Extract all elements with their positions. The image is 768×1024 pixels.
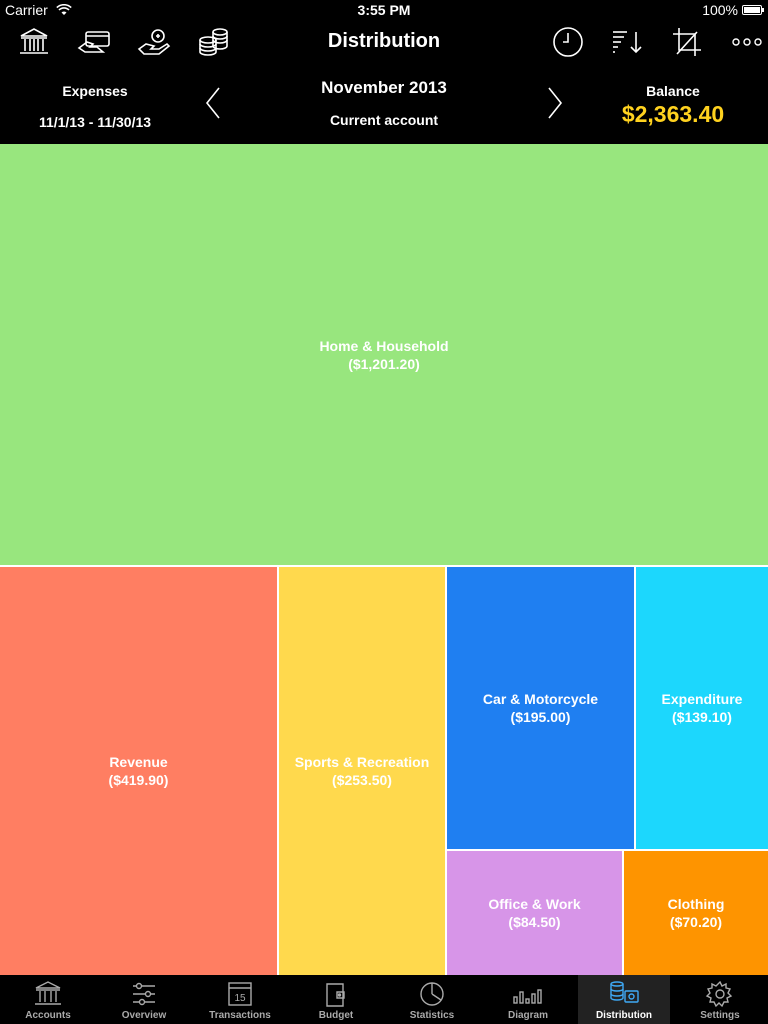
tab-accounts[interactable]: Accounts [0,975,96,1024]
next-period-button[interactable] [545,86,565,120]
chevron-left-icon [205,87,220,119]
tab-bar: Accounts Overview 15 Transactions Budget… [0,975,768,1024]
date-range: 11/1/13 - 11/30/13 [38,114,152,130]
tab-overview[interactable]: Overview [96,975,192,1024]
chevron-right-icon [548,87,563,119]
gear-icon [672,980,768,1008]
wifi-icon [56,3,72,19]
bank-icon[interactable] [17,26,51,58]
page-title: Distribution [327,30,441,52]
account-name[interactable]: Current account [329,112,439,128]
tab-settings[interactable]: Settings [672,975,768,1024]
tab-budget[interactable]: Budget [288,975,384,1024]
category-revenue[interactable]: Revenue ($419.90) [0,567,277,975]
carrier-label: Carrier [5,2,48,18]
previous-period-button[interactable] [203,86,223,120]
bank-icon [0,980,96,1008]
category-sports-recreation[interactable]: Sports & Recreation ($253.50) [279,567,445,975]
toolbar: Distribution [0,20,768,64]
category-office-work[interactable]: Office & Work ($84.50) [447,851,622,975]
pie-icon [384,980,480,1008]
status-bar: Carrier 3:55 PM 100% [0,0,768,20]
expenses-label: Expenses [62,83,128,99]
category-expenditure[interactable]: Expenditure ($139.10) [636,567,768,849]
period-title: November 2013 [321,78,447,97]
status-time: 3:55 PM [357,2,411,18]
wallet-icon [288,980,384,1008]
tab-distribution[interactable]: Distribution [578,975,670,1024]
category-car-motorcycle[interactable]: Car & Motorcycle ($195.00) [447,567,634,849]
balance-value: $2,363.40 [621,101,725,127]
category-home-household[interactable]: Home & Household ($1,201.20) [0,144,768,565]
tab-transactions[interactable]: 15 Transactions [192,975,288,1024]
hand-coin-icon[interactable] [137,26,171,58]
card-icon[interactable] [77,26,111,58]
sort-icon[interactable] [610,26,644,58]
battery-icon [742,5,764,15]
crop-icon[interactable] [670,26,704,58]
bars-icon [480,980,576,1008]
calendar-icon: 15 [192,980,288,1008]
sliders-icon [96,980,192,1008]
distribution-treemap: Home & Household ($1,201.20) Revenue ($419… [0,144,768,975]
tab-statistics[interactable]: Statistics [384,975,480,1024]
distribution-icon [578,980,670,1008]
period-header: Expenses 11/1/13 - 11/30/13 November 201… [0,64,768,144]
category-clothing[interactable]: Clothing ($70.20) [624,851,768,975]
more-icon[interactable] [730,26,764,58]
battery-percent: 100% [702,2,738,18]
tab-diagram[interactable]: Diagram [480,975,576,1024]
coins-icon[interactable] [196,26,230,58]
svg-text:15: 15 [234,993,246,1004]
balance-label: Balance [646,83,700,99]
clock-icon[interactable] [551,26,585,58]
